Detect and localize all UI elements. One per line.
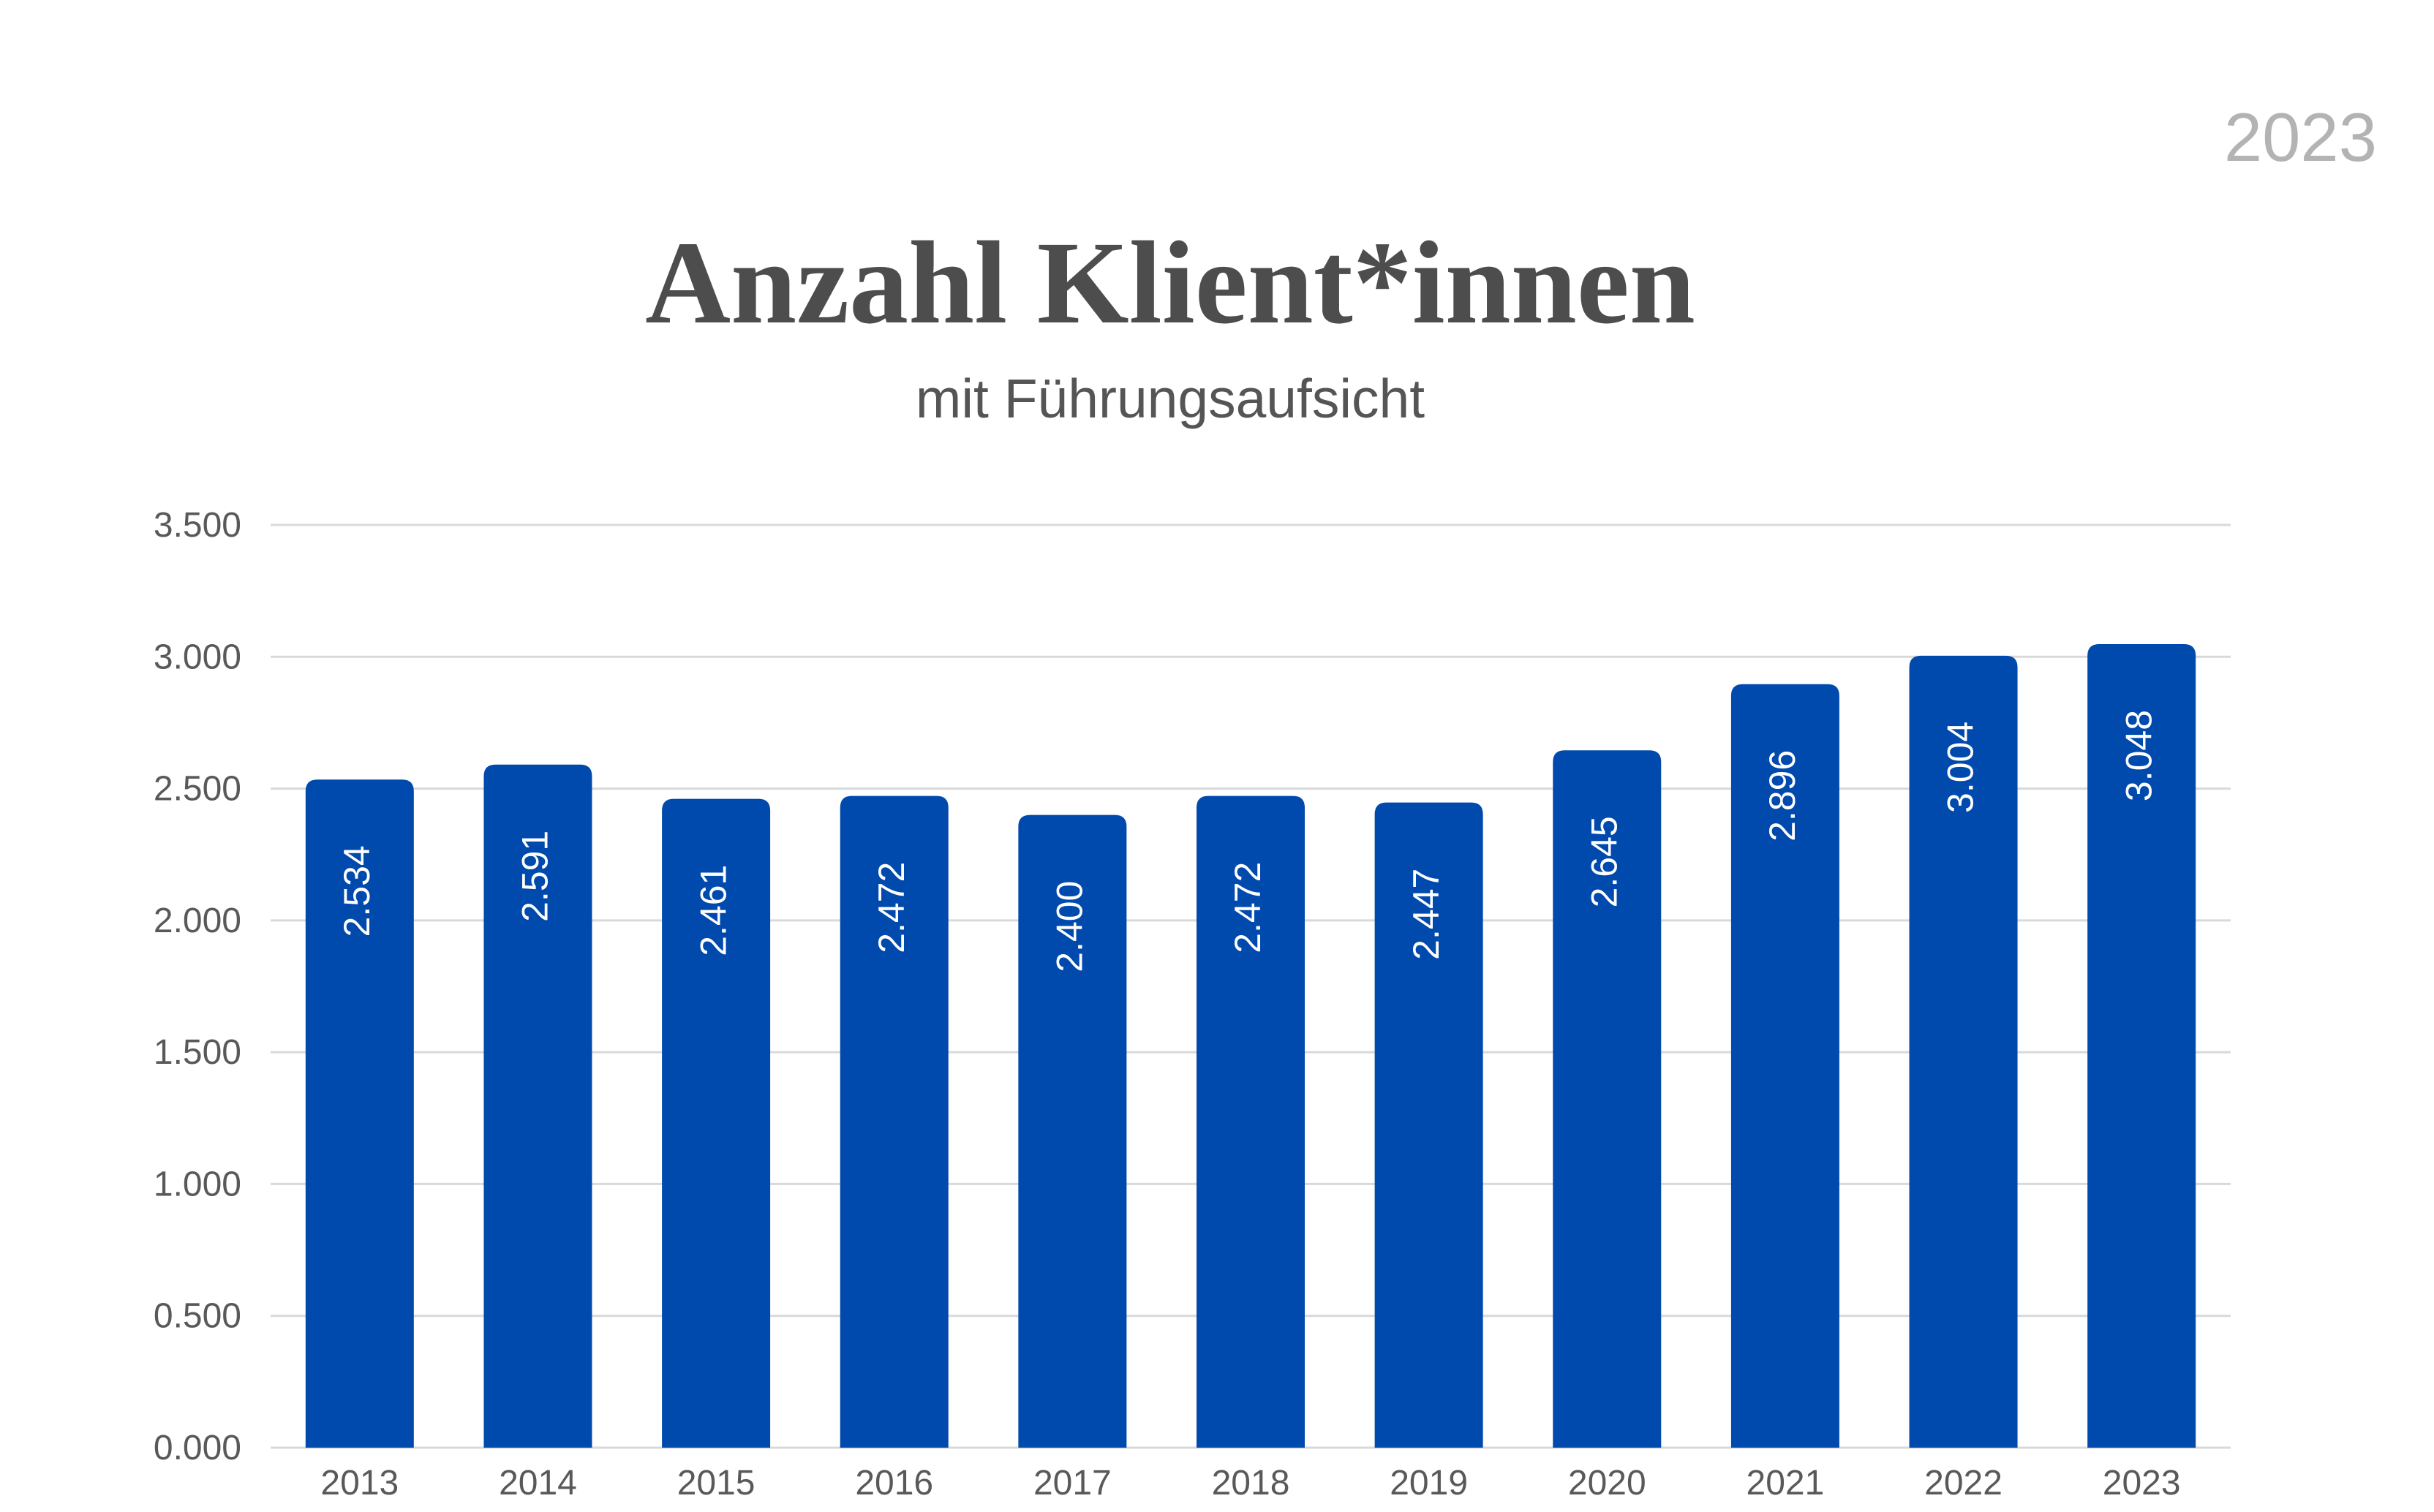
bar-2017 [1018,814,1127,1448]
bar-value-label: 3.048 [2118,710,2159,801]
bar-value-label: 2.645 [1583,816,1624,907]
bar-2019 [1374,802,1483,1448]
x-axis-ticks: 2013 2014 2015 2016 2017 2018 2019 2020 2021 2022… [320,1464,2180,1502]
bar-2018 [1197,795,1305,1448]
chart-subtitle: mit Führungsaufsicht [915,368,1425,429]
bar-value-label: 3.004 [1940,722,1981,813]
bar-value-label: 2.461 [693,865,734,956]
y-tick-label: 3.000 [154,638,241,676]
bar-2013 [305,779,414,1448]
y-tick-label: 1.000 [154,1165,241,1203]
x-tick-label: 2021 [1747,1464,1825,1502]
x-tick-label: 2014 [499,1464,577,1502]
x-tick-label: 2016 [855,1464,933,1502]
bar-value-label: 2.447 [1406,869,1447,960]
bar-value-label: 2.534 [336,845,377,937]
bar-value-label: 2.472 [1227,862,1268,953]
y-tick-label: 0.000 [154,1429,241,1467]
bar-value-label: 2.400 [1050,881,1090,972]
bar-2015 [662,798,771,1448]
bar-2023 [2087,643,2196,1448]
x-tick-label: 2018 [1212,1464,1290,1502]
bar-value-label: 2.591 [515,831,556,922]
y-tick-label: 0.500 [154,1297,241,1336]
y-tick-label: 2.000 [154,901,241,940]
x-tick-label: 2013 [320,1464,399,1502]
corner-year-label: 2023 [2223,99,2377,175]
y-tick-label: 2.500 [154,770,241,809]
x-tick-label: 2019 [1390,1464,1468,1502]
chart-title: Anzahl Klient*innen [645,218,1695,349]
bar-2016 [840,795,949,1448]
bar-2020 [1553,750,1662,1448]
x-tick-label: 2015 [677,1464,756,1502]
y-axis-ticks: 0.000 0.500 1.000 1.500 2.000 2.500 3.000 3.500 [154,506,241,1467]
x-tick-label: 2017 [1033,1464,1112,1502]
bar-value-label: 2.896 [1762,750,1803,842]
x-tick-label: 2022 [1924,1464,2002,1502]
bar-2021 [1730,684,1839,1448]
bar-value-label: 2.472 [871,862,912,953]
y-tick-label: 3.500 [154,506,241,545]
y-tick-label: 1.500 [154,1033,241,1072]
x-tick-label: 2020 [1568,1464,1646,1502]
bars [305,643,2196,1448]
x-tick-label: 2023 [2103,1464,2181,1502]
bar-2014 [483,764,592,1448]
bar-2022 [1909,655,2018,1448]
bar-value-labels: 2.534 2.591 2.461 2.472 2.400 2.472 2.447 2.645… [336,710,2159,972]
